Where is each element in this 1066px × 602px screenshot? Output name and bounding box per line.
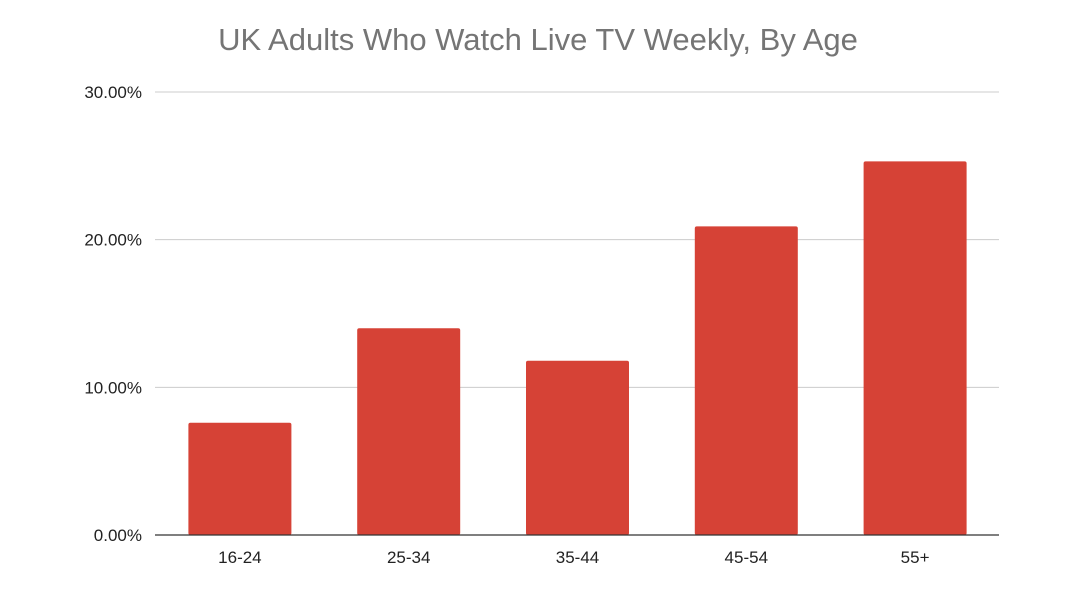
bars <box>188 161 967 536</box>
y-tick-label: 20.00% <box>84 231 142 250</box>
x-tick-label: 16-24 <box>218 548 261 567</box>
x-tick-label: 35-44 <box>556 548 599 567</box>
y-axis-tick-labels: 0.00% 10.00% 20.00% 30.00% <box>84 83 142 545</box>
bar-55+ <box>863 161 967 536</box>
bar-35-44 <box>526 360 629 535</box>
y-tick-label: 0.00% <box>94 526 142 545</box>
chart-title: UK Adults Who Watch Live TV Weekly, By A… <box>218 22 858 57</box>
bar-16-24 <box>188 422 292 535</box>
x-tick-label: 45-54 <box>725 548 768 567</box>
x-axis-tick-labels: 16-24 25-34 35-44 45-54 55+ <box>218 548 929 567</box>
y-tick-label: 10.00% <box>84 378 142 397</box>
bar-45-54 <box>694 226 798 536</box>
bar-25-34 <box>357 328 461 535</box>
x-tick-label: 25-34 <box>387 548 430 567</box>
y-tick-label: 30.00% <box>84 83 142 102</box>
x-tick-label: 55+ <box>901 548 930 567</box>
